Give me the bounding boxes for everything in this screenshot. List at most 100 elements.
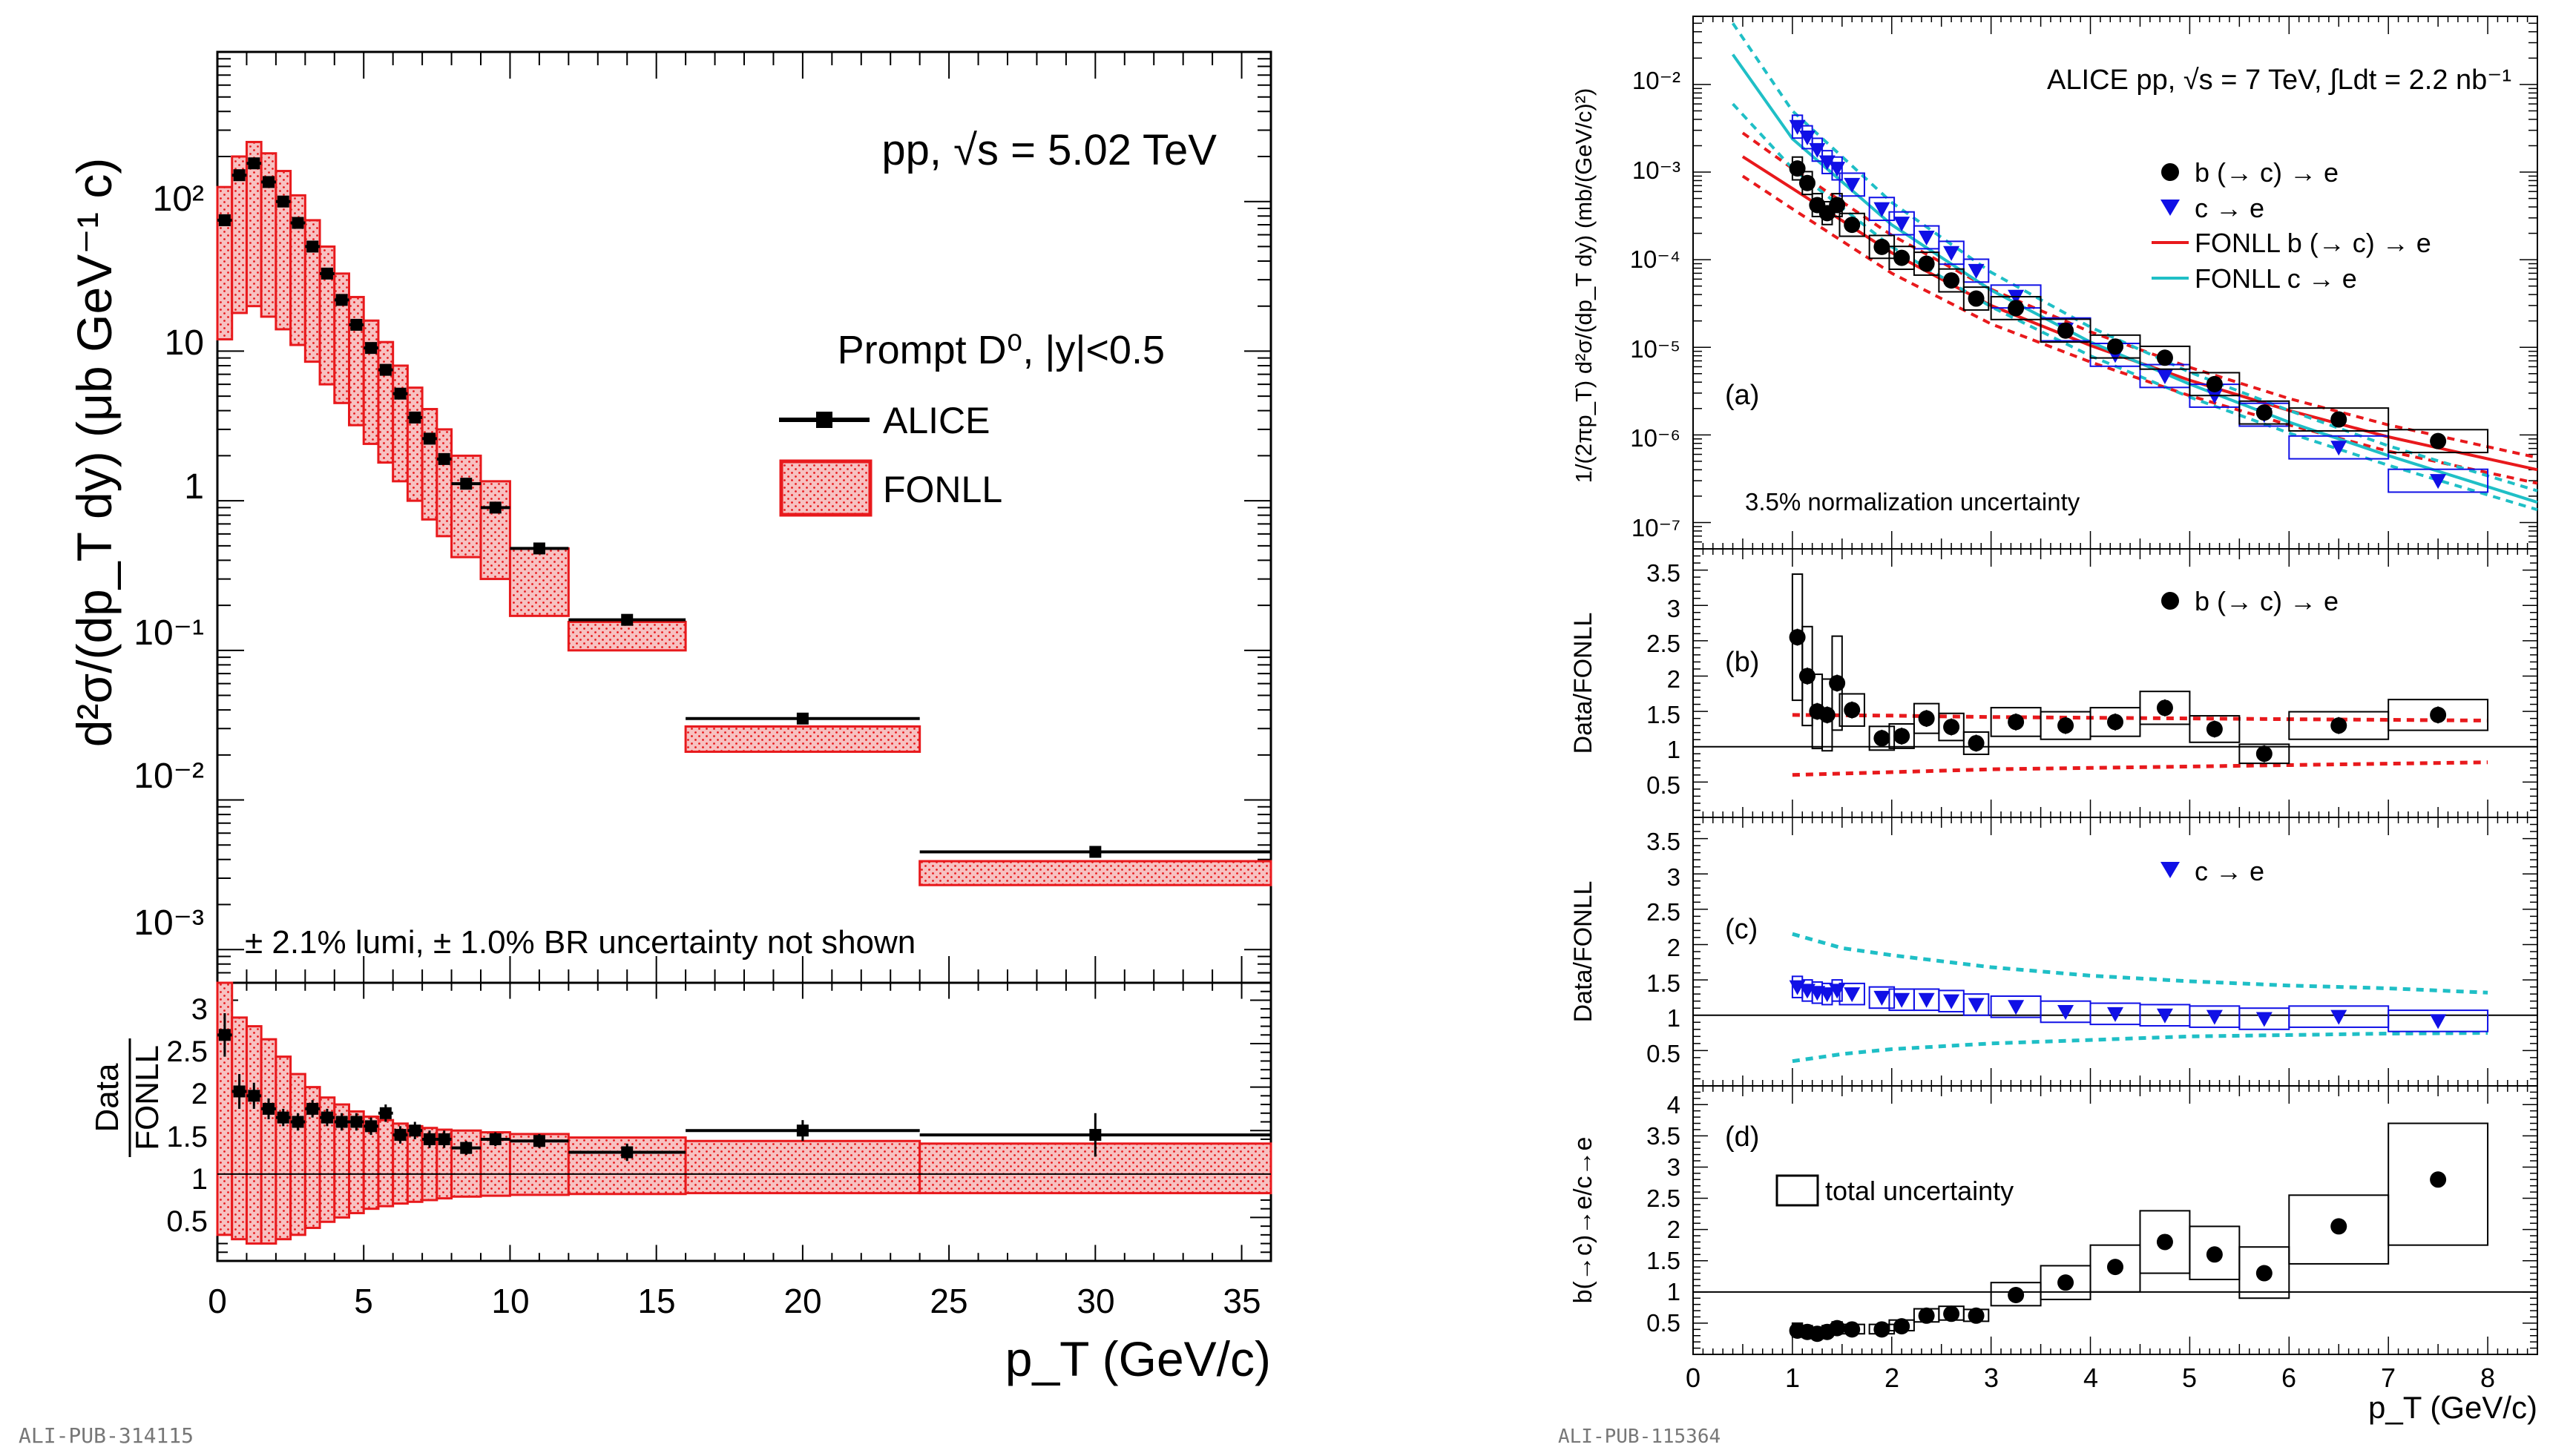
b-to-e-point (1789, 160, 1806, 177)
panel-b-point (2156, 699, 2173, 717)
c-to-e-point (1968, 263, 1985, 279)
panel-d-point (2430, 1171, 2447, 1188)
right-panel-b-frame (1692, 548, 2538, 818)
panel-d-yticks: 0.5 1 1.5 2 2.5 3 3.5 4 (1646, 1091, 1680, 1337)
legend-b-marker (2161, 163, 2179, 181)
alice-data-point (394, 387, 407, 400)
b-to-e-syst-box (1962, 286, 1990, 311)
right-data (1693, 22, 2538, 1343)
b-to-e-syst-box (1938, 268, 1965, 293)
c-to-e-point (1873, 202, 1890, 217)
b-to-e-point (1844, 217, 1861, 234)
c-to-e-point (2206, 389, 2223, 404)
c-to-e-point (1818, 155, 1836, 171)
panel-c-legend-marker (2160, 862, 2180, 878)
panel-d-legend-label: total uncertainty (1825, 1176, 2014, 1206)
panel-d-point (1943, 1305, 1960, 1322)
c-ytick-1.5: 1.5 (1646, 969, 1680, 997)
panel-c-syst-box (1831, 979, 1843, 1002)
alice-data-point (460, 478, 473, 490)
alice-data-point (350, 318, 363, 331)
ytick-100: 10² (153, 179, 204, 219)
fonll-uncertainty-box (275, 170, 292, 331)
panel-d-point (1893, 1318, 1910, 1335)
a-ytick-1e-2: 10⁻² (1632, 67, 1680, 94)
xtick-25: 25 (930, 1282, 967, 1320)
panel-c-ylabel: Data/FONLL (1569, 881, 1597, 1023)
panel-b-syst-box (1838, 693, 1865, 727)
panel-c-point (2330, 1009, 2347, 1025)
fonll-uncertainty-box (508, 547, 570, 617)
panel-d-point (2206, 1246, 2223, 1263)
alice-data-point (423, 432, 436, 445)
xtick-0: 0 (208, 1282, 227, 1320)
panel-c-syst-box (1868, 986, 1896, 1009)
alice-data-point (248, 157, 260, 170)
right-axes (1692, 16, 2538, 1354)
panel-b-syst-box (2189, 715, 2241, 743)
alice-ratio-point (533, 1135, 545, 1147)
c-to-e-syst-box (1868, 197, 1896, 222)
b-ytick-3.5: 3.5 (1646, 559, 1680, 587)
fonll-b-upper-curve (1741, 131, 2538, 459)
c-to-e-syst-box (1913, 225, 1940, 250)
panel-c-point (1918, 992, 1935, 1008)
fonll-uncertainty-box (348, 295, 365, 426)
xtick-5: 5 (354, 1282, 373, 1320)
b-to-e-syst-box (1913, 251, 1940, 276)
fonll-b-lower-curve (1741, 174, 2538, 485)
left-species-label: Prompt D⁰, |y|<0.5 (838, 328, 1165, 372)
b-to-e-point (1918, 255, 1935, 272)
d-ytick-2.5: 2.5 (1646, 1185, 1680, 1212)
panel-b-legend-label: b (→ c) → e (2195, 586, 2339, 616)
right-footer-tag: ALI-PUB-115364 (1558, 1426, 1721, 1448)
panel-c-fonll-lower (1792, 1031, 2488, 1064)
panel-c-point (1968, 998, 1985, 1013)
r-xtick-2: 2 (1884, 1363, 1899, 1393)
fonll-c-lower-curve (1732, 102, 2538, 512)
left-spectrum-yticks: 10⁻³ 10⁻² 10⁻¹ 1 10 10² (134, 179, 204, 943)
panel-b-point (2330, 717, 2347, 734)
panel-c-point (1943, 994, 1960, 1009)
d-ytick-4: 4 (1667, 1091, 1680, 1119)
legend-alice-label: ALICE (883, 400, 990, 441)
b-to-e-syst-box (1990, 296, 2042, 320)
fonll-uncertainty-box (392, 364, 409, 483)
panel-b-letter: (b) (1725, 647, 1759, 678)
panel-d-total-unc-box (2388, 1122, 2489, 1246)
b-to-e-syst-box (2388, 429, 2489, 454)
left-xticks: 0 5 10 15 20 25 30 35 (208, 1282, 1261, 1320)
left-spectrum-data (216, 140, 1272, 886)
panel-b-ylabel: Data/FONLL (1569, 613, 1597, 754)
c-to-e-point (1893, 217, 1910, 232)
alice-ratio-point (233, 1085, 246, 1098)
b-to-e-syst-box (1838, 212, 1865, 237)
panel-c-point (2008, 1000, 2025, 1015)
alice-data-point (292, 217, 304, 229)
a-ytick-1e-5: 10⁻⁵ (1630, 335, 1680, 363)
panel-d-letter: (d) (1725, 1121, 1759, 1153)
panel-b-point (2057, 717, 2074, 734)
alice-ratio-point (1089, 1129, 1102, 1142)
alice-data-point (263, 176, 275, 188)
a-ytick-1e-4: 10⁻⁴ (1630, 246, 1680, 273)
b-to-e-point (1829, 197, 1846, 214)
fonll-uncertainty-box (406, 386, 424, 502)
c-ytick-1: 1 (1667, 1004, 1680, 1032)
panel-c-point (2206, 1009, 2223, 1025)
right-panel-c-frame (1692, 817, 2538, 1087)
d-ytick-1.5: 1.5 (1646, 1247, 1680, 1274)
ytick-1: 1 (184, 467, 204, 507)
alice-ratio-point (423, 1133, 436, 1145)
alice-ratio-point (394, 1129, 407, 1142)
panel-d-point (2107, 1259, 2123, 1276)
b-to-e-point (2206, 375, 2223, 392)
panel-d-point (2330, 1218, 2347, 1235)
panel-b-syst-box (1938, 712, 1965, 742)
c-to-e-syst-box (1801, 125, 1813, 150)
fonll-uncertainty-box (436, 428, 453, 538)
panel-b-fonll-lower (1792, 760, 2488, 777)
panel-b-point (1918, 710, 1935, 727)
legend-fonll-label: FONLL (883, 469, 1002, 510)
c-to-e-point (2156, 369, 2173, 384)
